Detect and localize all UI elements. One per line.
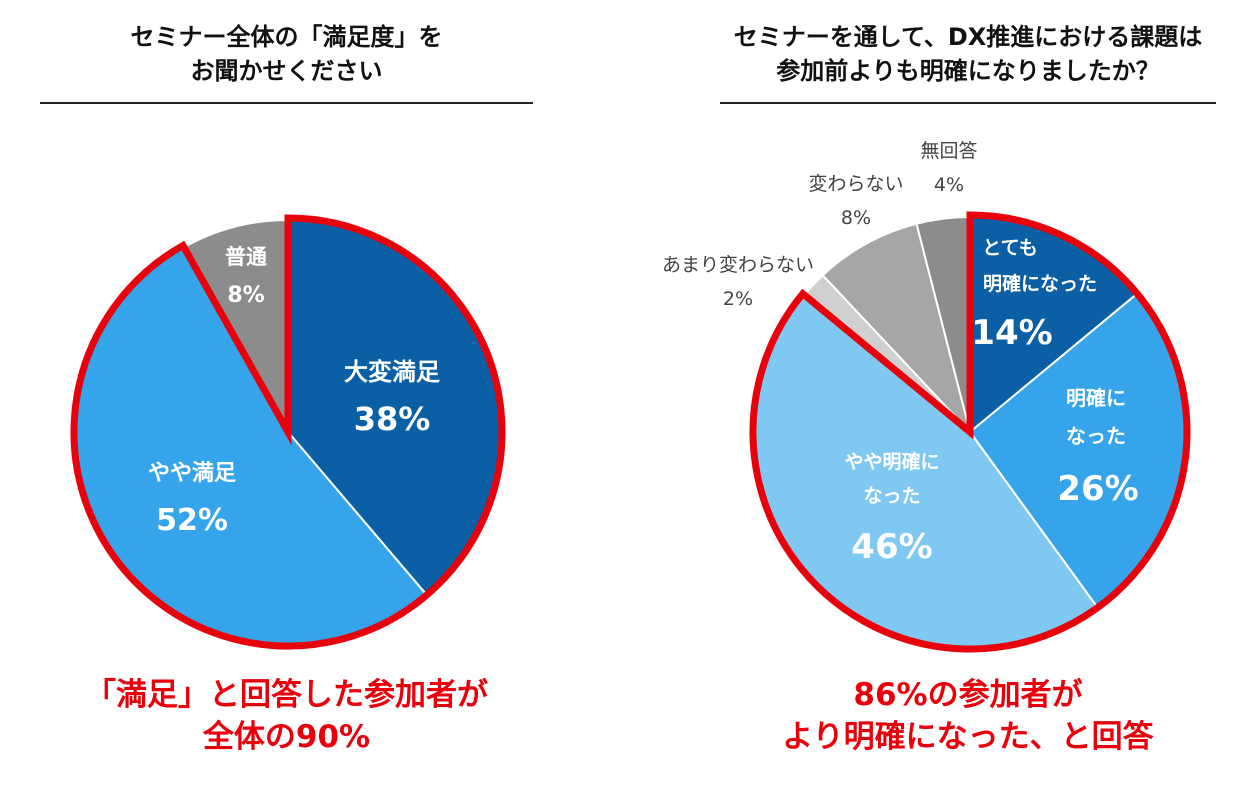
label-clearer-line-1: 明確に xyxy=(1066,386,1126,410)
satisfaction-title-divider xyxy=(40,102,533,104)
clarity-conclusion-line-1: 86%の参加者が xyxy=(853,677,1083,713)
clarity-title-line-1: セミナーを通して、DX推進における課題は xyxy=(733,23,1203,51)
clarity-chart-title: セミナーを通して、DX推進における課題は 参加前よりも明確になりましたか？ xyxy=(720,20,1216,88)
label-somewhat-clearer-line-1: やや明確に xyxy=(844,450,939,473)
label-no-answer: 無回答 xyxy=(920,140,977,162)
label-much-clearer-line-2: 明確になった xyxy=(983,272,1097,295)
satisfied-highlight-outline xyxy=(70,214,506,650)
label-somewhat-clearer-line-2: なった xyxy=(863,485,920,507)
label-much-clearer-line-1: とても xyxy=(982,237,1037,259)
value-neutral: 8% xyxy=(227,283,264,308)
clarity-conclusion-line-2: より明確になった、と回答 xyxy=(782,719,1154,755)
satisfaction-conclusion-line-1: 「満足」と回答した参加者が xyxy=(85,677,488,713)
label-clearer-line-2: なった xyxy=(1066,424,1126,448)
label-very-satisfied: 大変満足 xyxy=(344,358,440,386)
satisfaction-conclusion-line-2: 全体の90% xyxy=(202,719,371,755)
value-somewhat-satisfied: 52% xyxy=(156,503,228,538)
clarity-title-divider xyxy=(720,102,1216,104)
value-clearer: 26% xyxy=(1057,469,1138,509)
slice-no-change xyxy=(821,222,971,433)
satisfaction-title-line-1: セミナー全体の「満足度」を xyxy=(130,23,443,51)
value-no-change: 8% xyxy=(841,207,871,229)
satisfaction-pie-chart: 大変満足 38% やや満足 52% 普通 8% xyxy=(70,214,506,650)
satisfaction-conclusion: 「満足」と回答した参加者が 全体の90% xyxy=(40,674,533,758)
label-no-change: 変わらない xyxy=(808,173,903,195)
clarity-title-line-2: 参加前よりも明確になりましたか？ xyxy=(776,57,1160,85)
satisfaction-panel: セミナー全体の「満足度」を お聞かせください 大変満足 38% やや満足 52% 普通 8… xyxy=(0,0,620,789)
clarity-pie-chart: とても明確になった14%明確になった26%やや明確になった46%あまり変わらない… xyxy=(662,140,1191,653)
label-little-change: あまり変わらない xyxy=(662,254,814,276)
value-very-satisfied: 38% xyxy=(354,400,431,438)
clearer-highlight-outline xyxy=(749,211,1191,653)
value-no-answer: 4% xyxy=(934,174,964,196)
value-somewhat-clearer: 46% xyxy=(851,527,932,567)
satisfaction-chart-title: セミナー全体の「満足度」を お聞かせください xyxy=(40,20,533,88)
value-little-change: 2% xyxy=(723,288,753,310)
satisfaction-title-line-2: お聞かせください xyxy=(190,57,383,85)
label-somewhat-satisfied: やや満足 xyxy=(148,460,236,486)
clarity-panel: セミナーを通して、DX推進における課題は 参加前よりも明確になりましたか？ とて… xyxy=(620,0,1241,789)
clarity-conclusion: 86%の参加者が より明確になった、と回答 xyxy=(720,674,1216,758)
value-much-clearer: 14% xyxy=(971,313,1052,353)
label-neutral: 普通 xyxy=(225,245,267,269)
